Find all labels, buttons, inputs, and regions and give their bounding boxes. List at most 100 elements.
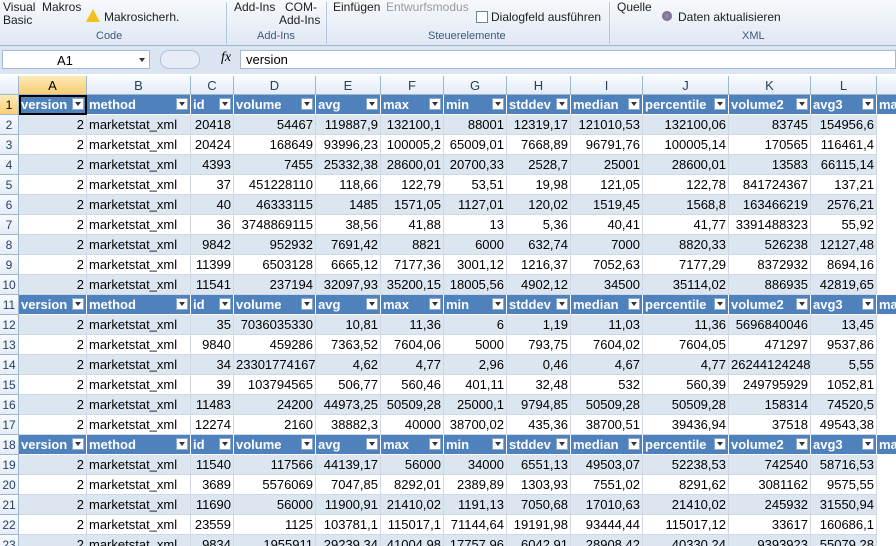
cell[interactable]: 9537,86 bbox=[811, 335, 877, 355]
filter-button[interactable] bbox=[628, 98, 640, 110]
cell[interactable]: 2 bbox=[19, 455, 87, 475]
cell[interactable]: 7000 bbox=[571, 235, 643, 255]
filter-button[interactable] bbox=[72, 298, 84, 310]
cell[interactable]: 11690 bbox=[191, 495, 234, 515]
cell[interactable]: 3391488323 bbox=[729, 215, 811, 235]
cell[interactable]: 1191,13 bbox=[444, 495, 507, 515]
cell[interactable]: 116461,4 bbox=[811, 135, 877, 155]
table-header-cell[interactable]: volume2 bbox=[729, 435, 811, 455]
table-header-cell[interactable]: max bbox=[381, 95, 444, 115]
filter-button[interactable] bbox=[301, 98, 313, 110]
cell[interactable]: 132100,1 bbox=[381, 115, 444, 135]
cell[interactable]: 34500 bbox=[571, 275, 643, 295]
cell[interactable]: 33617 bbox=[729, 515, 811, 535]
cell[interactable]: 20424 bbox=[191, 135, 234, 155]
cell[interactable]: 6000 bbox=[444, 235, 507, 255]
cell[interactable]: 158314 bbox=[729, 395, 811, 415]
cell[interactable]: 2 bbox=[19, 515, 87, 535]
cell[interactable]: 7050,68 bbox=[507, 495, 571, 515]
column-header[interactable]: B bbox=[87, 76, 191, 95]
fx-button[interactable]: fx bbox=[220, 50, 232, 65]
cell[interactable]: 49503,07 bbox=[571, 455, 643, 475]
table-header-cell[interactable]: min bbox=[444, 295, 507, 315]
cell[interactable]: 560,46 bbox=[381, 375, 444, 395]
filter-button[interactable] bbox=[628, 298, 640, 310]
cell[interactable]: 6665,12 bbox=[316, 255, 381, 275]
cell[interactable]: 55,92 bbox=[811, 215, 877, 235]
cell[interactable]: 1568,8 bbox=[643, 195, 729, 215]
cell[interactable]: 46333115 bbox=[234, 195, 316, 215]
table-header-cell[interactable]: stddev bbox=[507, 95, 571, 115]
cell[interactable]: 13,45 bbox=[811, 315, 877, 335]
cell[interactable]: 4,62 bbox=[316, 355, 381, 375]
cell[interactable]: 2 bbox=[19, 415, 87, 435]
cell[interactable]: 32097,93 bbox=[316, 275, 381, 295]
filter-button[interactable] bbox=[862, 438, 874, 450]
cell[interactable]: 2528,7 bbox=[507, 155, 571, 175]
cell[interactable]: 2,96 bbox=[444, 355, 507, 375]
button-label[interactable]: Basic bbox=[3, 13, 33, 27]
cell[interactable]: 122,79 bbox=[381, 175, 444, 195]
cell[interactable]: 7604,06 bbox=[381, 335, 444, 355]
cell[interactable]: 2 bbox=[19, 115, 87, 135]
column-header[interactable]: G bbox=[444, 76, 507, 95]
cell[interactable]: 18005,56 bbox=[444, 275, 507, 295]
cell[interactable]: 3081162 bbox=[729, 475, 811, 495]
cell[interactable]: 32,48 bbox=[507, 375, 571, 395]
cell[interactable]: 163466219 bbox=[729, 195, 811, 215]
cell[interactable]: 2 bbox=[19, 355, 87, 375]
row-header[interactable]: 22 bbox=[0, 515, 19, 535]
cell[interactable]: 13 bbox=[444, 215, 507, 235]
cell[interactable]: 7047,85 bbox=[316, 475, 381, 495]
column-header[interactable]: K bbox=[729, 76, 811, 95]
cell[interactable]: 31550,94 bbox=[811, 495, 877, 515]
cell[interactable]: 25332,38 bbox=[316, 155, 381, 175]
filter-button[interactable] bbox=[628, 438, 640, 450]
cell[interactable]: 4,77 bbox=[643, 355, 729, 375]
cell[interactable]: 34000 bbox=[444, 455, 507, 475]
filter-button[interactable] bbox=[796, 298, 808, 310]
cell[interactable]: 50509,28 bbox=[643, 395, 729, 415]
cell[interactable]: 471297 bbox=[729, 335, 811, 355]
cell[interactable]: 39 bbox=[191, 375, 234, 395]
row-header[interactable]: 19 bbox=[0, 455, 19, 475]
table-header-cell[interactable]: method bbox=[87, 295, 191, 315]
filter-button[interactable] bbox=[176, 98, 188, 110]
row-header[interactable]: 20 bbox=[0, 475, 19, 495]
cell[interactable]: 96791,76 bbox=[571, 135, 643, 155]
cell[interactable]: 103781,1 bbox=[316, 515, 381, 535]
table-header-cell[interactable]: percentile bbox=[643, 295, 729, 315]
cell[interactable]: 36 bbox=[191, 215, 234, 235]
cell[interactable]: 4902,12 bbox=[507, 275, 571, 295]
cell[interactable]: 65009,01 bbox=[444, 135, 507, 155]
cell[interactable]: 56000 bbox=[234, 495, 316, 515]
cell[interactable]: 3748869115 bbox=[234, 215, 316, 235]
table-header-cell[interactable]: stddev bbox=[507, 295, 571, 315]
cell[interactable]: 952932 bbox=[234, 235, 316, 255]
cell[interactable]: 103794565 bbox=[234, 375, 316, 395]
filter-button[interactable] bbox=[714, 98, 726, 110]
table-header-cell[interactable]: volume bbox=[234, 435, 316, 455]
cell[interactable]: 1,19 bbox=[507, 315, 571, 335]
cell[interactable]: 71144,64 bbox=[444, 515, 507, 535]
cell[interactable]: 2 bbox=[19, 335, 87, 355]
table-header-cell[interactable]: percentile bbox=[643, 95, 729, 115]
cell[interactable]: 54467 bbox=[234, 115, 316, 135]
cell[interactable]: 506,77 bbox=[316, 375, 381, 395]
table-header-cell[interactable]: avg bbox=[316, 295, 381, 315]
table-header-cell[interactable]: max bbox=[381, 435, 444, 455]
cell[interactable]: 5576069 bbox=[234, 475, 316, 495]
cell[interactable]: 11483 bbox=[191, 395, 234, 415]
cell[interactable]: 2 bbox=[19, 475, 87, 495]
cell[interactable]: 120,02 bbox=[507, 195, 571, 215]
cell[interactable]: marketstat_xml bbox=[87, 195, 191, 215]
cell[interactable]: 632,74 bbox=[507, 235, 571, 255]
cell[interactable]: marketstat_xml bbox=[87, 335, 191, 355]
cell[interactable]: 12319,17 bbox=[507, 115, 571, 135]
cell[interactable]: 435,36 bbox=[507, 415, 571, 435]
cell[interactable]: 2 bbox=[19, 175, 87, 195]
column-header[interactable]: H bbox=[507, 76, 571, 95]
cell[interactable]: 58716,53 bbox=[811, 455, 877, 475]
cell[interactable]: 4393 bbox=[191, 155, 234, 175]
filter-button[interactable] bbox=[219, 298, 231, 310]
